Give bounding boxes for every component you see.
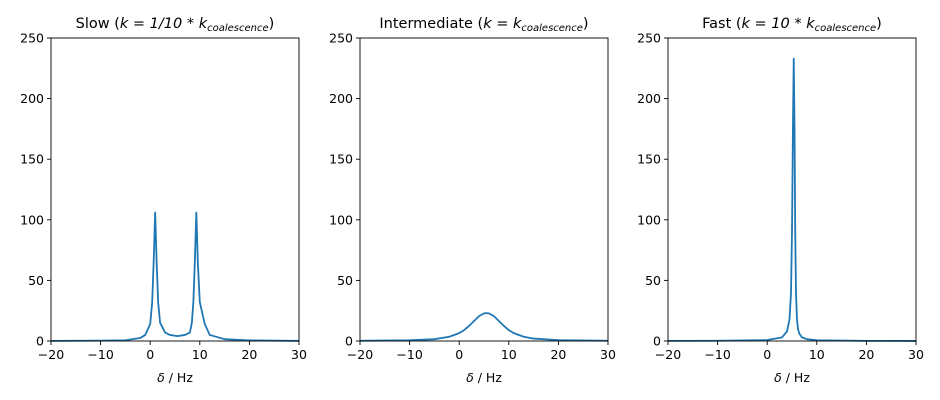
- x-tick-label: 10: [501, 347, 517, 362]
- x-tick-label: −10: [704, 347, 730, 362]
- y-tick-label: 0: [36, 334, 44, 349]
- x-axis-label-symbol: δ: [157, 370, 165, 385]
- y-tick-label: 50: [645, 273, 661, 288]
- x-tick-label: 20: [241, 347, 257, 362]
- y-tick-label: 0: [345, 334, 353, 349]
- x-tick-label: −10: [87, 347, 113, 362]
- chart-title-subscript: coalescence: [207, 23, 269, 34]
- x-axis-label: δ / Hz: [774, 370, 810, 385]
- chart-title: Fast (k = 10 * kcoalescence): [702, 16, 882, 34]
- y-tick-label: 200: [329, 91, 353, 106]
- chart-title-text: Fast (: [702, 16, 741, 32]
- x-axis-label-unit: / Hz: [782, 370, 811, 385]
- chart-title-close: ): [583, 16, 589, 32]
- x-tick-label: 20: [550, 347, 566, 362]
- x-tick-label: −20: [38, 347, 64, 362]
- chart-title-subscript: coalescence: [815, 23, 877, 34]
- x-tick-label: 10: [809, 347, 825, 362]
- chart-title-equation: k = k: [483, 16, 522, 32]
- series-line-1: [50, 211, 300, 342]
- x-axis-label: δ / Hz: [157, 370, 193, 385]
- x-tick-label: 30: [600, 347, 616, 362]
- chart-panel-3: −20 −10 0 10 20 30 0 50 100 150 200 250 δ / Hz Fast (…: [637, 16, 924, 385]
- chart-title-equation: k = 10 * k: [742, 16, 816, 32]
- x-tick-label: 0: [455, 347, 463, 362]
- x-tick-label: 30: [908, 347, 924, 362]
- y-tick-label: 200: [637, 91, 661, 106]
- y-tick-label: 100: [637, 212, 661, 227]
- x-axis-label-symbol: δ: [774, 370, 782, 385]
- x-tick-label: −10: [396, 347, 422, 362]
- x-tick-label: 20: [858, 347, 874, 362]
- y-tick-label: 250: [329, 31, 353, 46]
- x-tick-label: 0: [763, 347, 771, 362]
- y-tick-label: 250: [637, 31, 661, 46]
- x-axis-label-unit: / Hz: [165, 370, 194, 385]
- plot-frame: [359, 37, 609, 342]
- chart-title: Slow (k = 1/10 * kcoalescence): [76, 16, 275, 34]
- y-tick-label: 250: [20, 31, 44, 46]
- y-tick-label: 150: [329, 152, 353, 167]
- series-line-1: [667, 57, 917, 342]
- y-tick-label: 0: [653, 334, 661, 349]
- y-tick-label: 100: [20, 212, 44, 227]
- series-line-1: [359, 312, 609, 342]
- x-tick-label: 0: [146, 347, 154, 362]
- y-tick-label: 50: [337, 273, 353, 288]
- chart-panel-1: −20 −10 0 10 20 30 0 50 100 150 200 250 δ / Hz Slow (…: [20, 16, 307, 385]
- y-tick-label: 200: [20, 91, 44, 106]
- x-axis-label-symbol: δ: [466, 370, 474, 385]
- x-tick-label: −20: [347, 347, 373, 362]
- plot-frame: [667, 37, 917, 342]
- x-tick-label: 10: [192, 347, 208, 362]
- chart-title-close: ): [876, 16, 882, 32]
- chart-title-close: ): [269, 16, 275, 32]
- y-tick-label: 150: [20, 152, 44, 167]
- chart-title-subscript: coalescence: [521, 23, 583, 34]
- chart-title: Intermediate (k = kcoalescence): [379, 16, 588, 34]
- x-axis-label-unit: / Hz: [474, 370, 503, 385]
- y-tick-label: 100: [329, 212, 353, 227]
- x-tick-label: −20: [655, 347, 681, 362]
- x-axis-label: δ / Hz: [466, 370, 502, 385]
- chart-title-equation: k = 1/10 * k: [120, 16, 208, 32]
- plot-frame: [50, 37, 300, 342]
- chart-title-text: Slow (: [76, 16, 120, 32]
- y-tick-label: 50: [28, 273, 44, 288]
- chart-title-text: Intermediate (: [379, 16, 483, 32]
- y-tick-label: 150: [637, 152, 661, 167]
- x-tick-label: 30: [291, 347, 307, 362]
- chart-panel-2: −20 −10 0 10 20 30 0 50 100 150 200 250 δ / Hz Interm…: [329, 16, 616, 385]
